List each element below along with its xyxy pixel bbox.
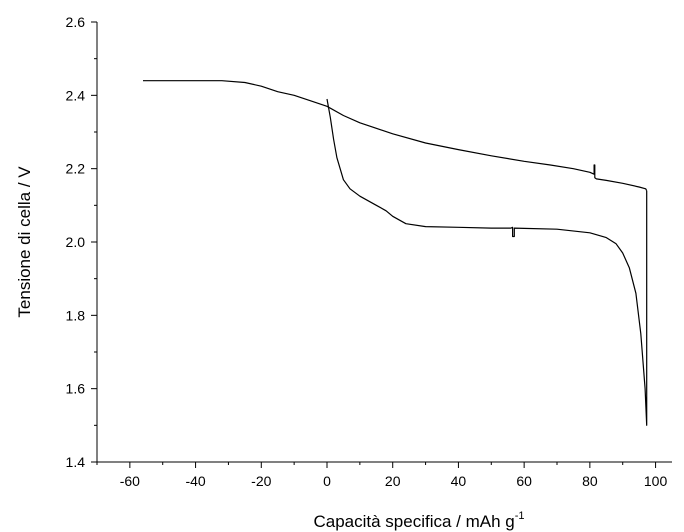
series-layer	[143, 80, 648, 426]
y-axis-ticks: 1.4 1.6 1.8 2.0 2.2 2.4 2.6	[66, 14, 97, 470]
y-tick-label: 1.6	[66, 381, 86, 397]
x-axis-title: Capacità specifica / mAh g-1	[313, 510, 524, 531]
x-tick-label: 100	[644, 473, 668, 489]
x-axis-ticks: -60 -40 -20 0 20 40 60 80 100	[96, 462, 668, 489]
x-tick-label: -20	[251, 473, 271, 489]
x-axis-title-text: Capacità specifica / mAh g	[313, 512, 514, 531]
x-tick-label: 40	[451, 473, 467, 489]
y-axis-title: Tensione di cella / V	[15, 166, 34, 318]
y-tick-label: 1.4	[66, 454, 86, 470]
x-tick-label: 60	[516, 473, 532, 489]
y-tick-label: 1.8	[66, 307, 86, 323]
y-tick-label: 2.6	[66, 14, 86, 30]
plot-area	[96, 22, 672, 463]
y-tick-label: 2.0	[66, 234, 86, 250]
x-tick-label: 20	[385, 473, 401, 489]
x-axis-title-superscript: -1	[515, 510, 525, 522]
y-tick-label: 2.2	[66, 161, 86, 177]
x-tick-label: -60	[120, 473, 140, 489]
x-tick-label: 80	[582, 473, 598, 489]
x-tick-label: -40	[185, 473, 205, 489]
y-tick-label: 2.4	[66, 87, 86, 103]
x-tick-label: 0	[323, 473, 331, 489]
series-line-2	[326, 98, 648, 426]
series-line-1	[143, 80, 648, 191]
